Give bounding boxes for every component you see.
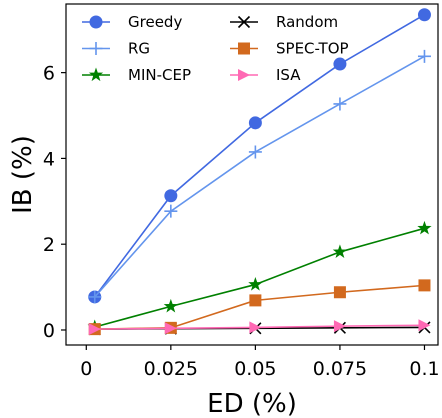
plot-area <box>65 3 439 346</box>
data-point-spec-top <box>418 279 431 292</box>
y-tick-label: 6 <box>43 63 55 85</box>
legend-entry-random: Random <box>230 13 338 31</box>
legend-entry-rg: RG <box>82 40 150 58</box>
legend-entry-min-cep: MIN-CEP <box>82 66 191 84</box>
data-point-min-cep <box>417 220 432 235</box>
legend-label: ISA <box>276 66 301 84</box>
data-point-greedy <box>417 8 431 22</box>
legend-marker <box>89 42 103 55</box>
legend-marker <box>88 67 104 82</box>
data-point-rg <box>417 49 431 63</box>
data-point-rg <box>248 145 262 159</box>
data-point-isa <box>164 322 177 335</box>
x-axis-label: ED (%) <box>207 389 297 418</box>
legend-marker <box>238 69 250 81</box>
data-point-min-cep <box>248 277 263 291</box>
data-point-greedy <box>164 189 178 203</box>
data-point-greedy <box>248 116 262 130</box>
legend-label: SPEC-TOP <box>276 40 349 58</box>
legend-entry-greedy: Greedy <box>82 13 182 31</box>
x-tick-label: 0.05 <box>234 358 276 380</box>
plot-frame <box>65 3 439 346</box>
data-point-min-cep <box>163 298 178 313</box>
y-tick-label: 0 <box>43 320 55 342</box>
y-tick-label: 4 <box>43 148 55 170</box>
legend-marker <box>238 42 250 55</box>
legend-marker <box>237 15 251 29</box>
legend-entry-isa: ISA <box>230 66 301 84</box>
y-tick-label: 2 <box>43 234 55 256</box>
series-isa <box>88 319 431 336</box>
data-point-min-cep <box>332 244 348 258</box>
data-point-isa <box>333 320 346 333</box>
series-line-min-cep <box>94 227 425 328</box>
series-line-rg <box>94 55 425 298</box>
legend-label: Greedy <box>128 13 182 31</box>
data-point-isa <box>418 319 431 332</box>
series-line-spec-top <box>94 284 425 330</box>
data-point-spec-top <box>249 294 262 307</box>
legend-marker <box>89 15 103 29</box>
legend-label: MIN-CEP <box>128 66 191 84</box>
legend-entry-spec-top: SPEC-TOP <box>230 40 349 58</box>
data-point-isa <box>88 323 101 336</box>
x-tick-label: 0 <box>80 358 92 380</box>
x-tick-label: 0.1 <box>409 358 439 380</box>
data-point-spec-top <box>333 286 346 299</box>
y-axis: 0 2 4 6 <box>43 63 66 342</box>
x-tick-label: 0.075 <box>313 358 367 380</box>
y-axis-label: IB (%) <box>8 135 38 214</box>
data-point-isa <box>249 321 262 334</box>
data-point-rg <box>88 290 102 304</box>
x-axis: 0 0.025 0.05 0.075 0.1 <box>80 345 440 380</box>
data-point-greedy <box>333 57 347 71</box>
data-point-rg <box>164 204 178 218</box>
legend: Greedy RG MIN-CEP Random SPEC-TOP ISA <box>82 13 349 84</box>
x-tick-label: 0.025 <box>144 358 198 380</box>
data-point-rg <box>333 97 347 111</box>
legend-label: Random <box>276 13 338 31</box>
legend-label: RG <box>128 40 150 58</box>
series-rg <box>88 49 431 304</box>
